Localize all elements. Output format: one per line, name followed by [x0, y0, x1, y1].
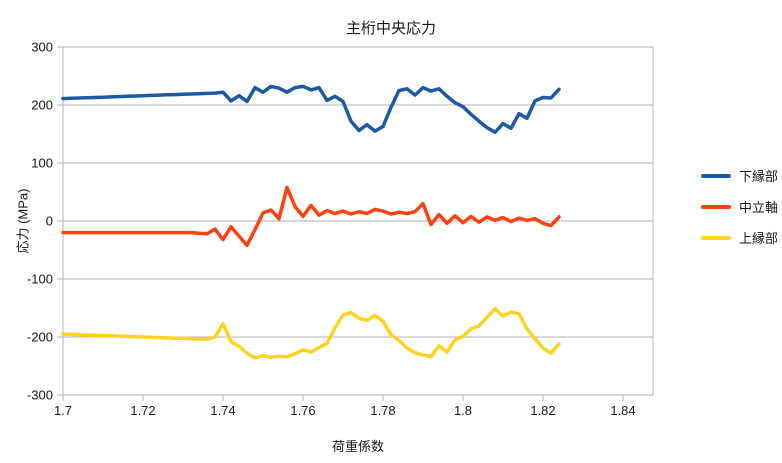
x-tick-label: 1.76 [290, 403, 315, 418]
legend-label: 下縁部 [739, 169, 779, 184]
legend-item: 中立軸 [701, 191, 778, 222]
y-tick-label: 100 [31, 156, 53, 171]
legend-swatch [701, 235, 731, 240]
series-line-中立軸 [61, 185, 561, 248]
legend-item: 上縁部 [701, 222, 778, 253]
x-tick-label: 1.82 [530, 403, 555, 418]
y-tick-label: -100 [27, 272, 53, 287]
x-tick-label: 1.78 [370, 403, 395, 418]
x-axis-title: 荷重係数 [331, 439, 384, 454]
x-tick-label: 1.84 [610, 403, 635, 418]
legend-label: 上縁部 [739, 231, 779, 246]
x-tick-label: 1.8 [454, 403, 472, 418]
x-tick-label: 1.74 [210, 403, 235, 418]
y-tick-label: 0 [46, 214, 53, 229]
legend-swatch [701, 204, 731, 209]
plot-border [62, 46, 654, 396]
legend-item: 下縁部 [701, 160, 778, 191]
y-axis-title: 応力 (MPa) [15, 188, 31, 254]
y-tick-label: 200 [31, 98, 53, 113]
x-tick-label: 1.7 [54, 403, 72, 418]
y-tick-label: -200 [27, 330, 53, 345]
series-line-下縁部 [61, 84, 561, 135]
legend: 下縁部 中立軸 上縁部 [701, 160, 778, 253]
legend-swatch [701, 173, 731, 178]
x-tick-label: 1.72 [130, 403, 155, 418]
series-line-上縁部 [61, 306, 561, 360]
y-tick-label: -300 [27, 388, 53, 403]
legend-label: 中立軸 [739, 200, 779, 215]
chart-title: 主桁中央応力 [345, 20, 436, 37]
y-tick-label: 300 [31, 40, 53, 55]
